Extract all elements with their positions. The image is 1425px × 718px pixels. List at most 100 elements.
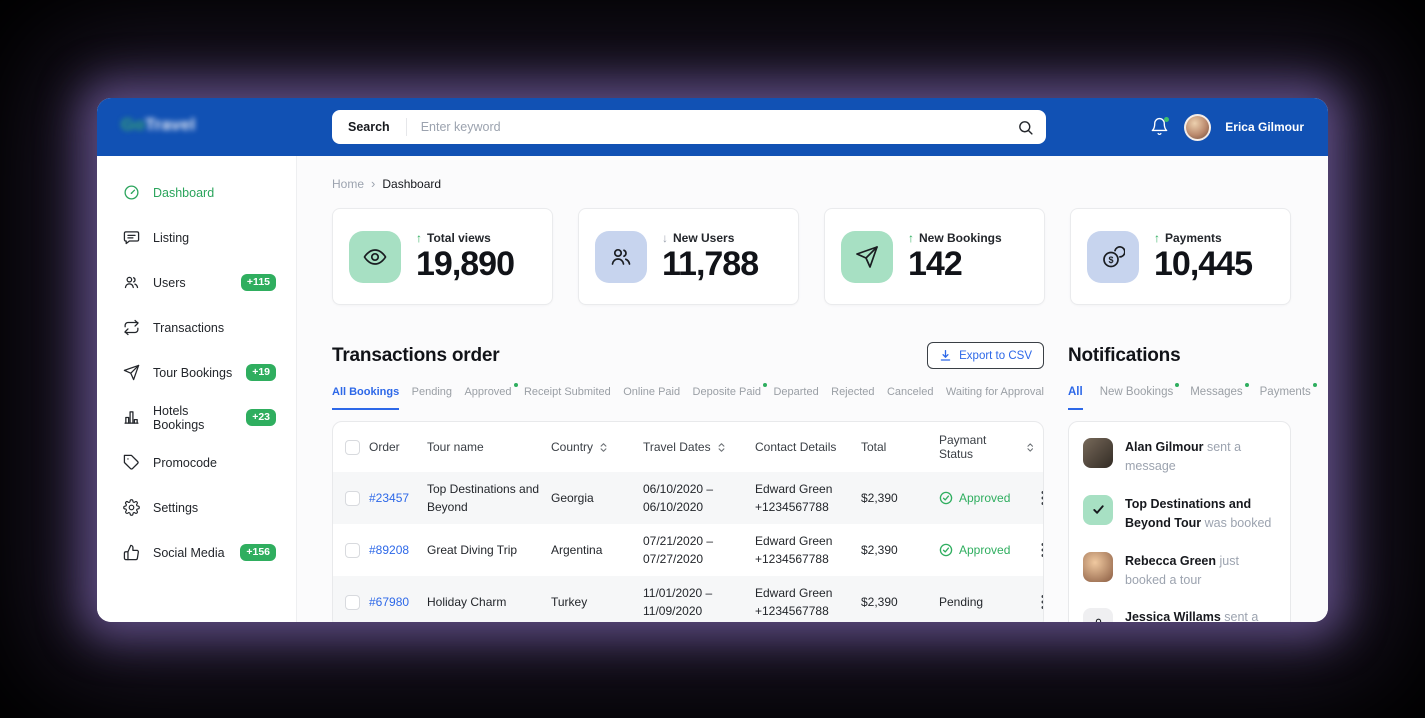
col-contact-details: Contact Details	[755, 440, 837, 454]
sidebar-item-label: Users	[153, 275, 186, 290]
tab-canceled[interactable]: Canceled	[886, 386, 934, 398]
sidebar-item-users[interactable]: Users +115	[97, 260, 296, 305]
eye-icon	[349, 230, 401, 283]
tab-approved[interactable]: Approved	[464, 383, 518, 408]
logo-suffix: Travel	[145, 115, 196, 134]
avatar	[1083, 551, 1113, 582]
avatar	[1083, 438, 1113, 468]
trend-up-arrow: ↑	[416, 230, 422, 245]
table-header-row: Order Tour name Country Travel Dates Con…	[333, 422, 1043, 472]
trend-up-arrow: ↑	[1154, 230, 1160, 245]
user-name: Erica Gilmour	[1225, 120, 1304, 134]
contact-cell: Edward Green +1234567788	[755, 534, 833, 566]
person-icon	[1083, 608, 1113, 622]
check-circle-icon	[939, 491, 953, 505]
tab-green-dot	[1244, 383, 1249, 387]
stats-row: ↑ Total views 19,890 ↓ New Users 11,788	[332, 208, 1291, 305]
tab-green-dot	[513, 383, 518, 387]
tab-all-bookings[interactable]: All Bookings	[332, 386, 400, 410]
notification-item[interactable]: Top Destinations and Beyond Tour was boo…	[1083, 494, 1276, 534]
breadcrumb-home-link[interactable]: Home	[332, 176, 365, 191]
sidebar-item-label: Dashboard	[153, 185, 215, 200]
sidebar-item-label: Transactions	[153, 320, 225, 335]
stat-value: 19,890	[416, 244, 515, 283]
tab-departed[interactable]: Departed	[773, 386, 819, 398]
paper-plane-icon	[841, 230, 893, 283]
breadcrumb-current: Dashboard	[382, 176, 442, 191]
tab-deposite-paid[interactable]: Deposite Paid	[693, 383, 768, 408]
sidebar: Dashboard Listing Users +115 Transaction…	[97, 156, 297, 622]
users-icon	[123, 274, 140, 291]
row-menu-kebab-icon[interactable]	[1035, 541, 1043, 559]
sidebar-item-label: Promocode	[153, 455, 217, 470]
notifications-section: Notifications All New Bookings Messages …	[1068, 342, 1317, 622]
travel-dates-cell: 11/01/2020 –11/09/2020	[643, 586, 713, 618]
col-travel-dates: Travel Dates	[643, 440, 711, 454]
tab-green-dot	[763, 383, 768, 387]
tab-messages[interactable]: Messages	[1190, 383, 1249, 408]
select-all-checkbox[interactable]	[345, 439, 360, 455]
tab-receipt-submited[interactable]: Receipt Submited	[523, 386, 611, 398]
sidebar-item-hotels-bookings[interactable]: Hotels Bookings +23	[97, 395, 296, 440]
country-cell: Turkey	[551, 595, 588, 609]
row-checkbox[interactable]	[345, 490, 360, 506]
stat-label: New Users	[673, 230, 735, 245]
sidebar-item-listing[interactable]: Listing	[97, 215, 296, 260]
search-icon[interactable]	[1017, 119, 1034, 136]
status-pending: Pending	[939, 595, 984, 609]
contact-cell: Edward Green +1234567788	[755, 482, 833, 514]
order-link[interactable]: #67980	[369, 595, 410, 609]
sidebar-item-settings[interactable]: Settings	[97, 485, 296, 530]
users-icon	[595, 230, 647, 283]
sidebar-item-label: Settings	[153, 500, 199, 515]
sidebar-item-label: Hotels Bookings	[153, 403, 205, 432]
travel-dates-cell: 07/21/2020 –07/27/2020	[643, 534, 714, 566]
svg-text:$: $	[1108, 255, 1113, 265]
search-input[interactable]	[420, 120, 1017, 134]
row-checkbox[interactable]	[345, 594, 360, 610]
sidebar-item-social-media[interactable]: Social Media +156	[97, 530, 296, 575]
sort-icon[interactable]	[598, 442, 609, 453]
dollar-coin-icon: $	[1087, 230, 1139, 283]
transactions-tabs: All Bookings Pending Approved Receipt Su…	[332, 383, 1044, 410]
order-link[interactable]: #89208	[369, 543, 410, 557]
transactions-table: Order Tour name Country Travel Dates Con…	[332, 421, 1044, 622]
sort-icon[interactable]	[1025, 442, 1035, 453]
tab-rejected[interactable]: Rejected	[831, 386, 875, 398]
export-csv-button[interactable]: Export to CSV	[927, 342, 1044, 369]
notifications-title: Notifications	[1068, 344, 1181, 366]
row-menu-kebab-icon[interactable]	[1035, 489, 1043, 507]
row-menu-kebab-icon[interactable]	[1035, 593, 1043, 611]
sidebar-item-label: Social Media	[153, 545, 225, 560]
sidebar-item-transactions[interactable]: Transactions	[97, 305, 296, 350]
col-order: Order	[369, 440, 400, 454]
table-row: #23457 Top Destinations and Beyond Georg…	[333, 472, 1043, 524]
stat-value: 142	[908, 244, 963, 283]
tab-pending[interactable]: Pending	[411, 386, 453, 398]
stat-card-total-views: ↑ Total views 19,890	[332, 208, 553, 305]
sort-icon[interactable]	[716, 442, 727, 453]
sidebar-item-tour-bookings[interactable]: Tour Bookings +19	[97, 350, 296, 395]
users-count-badge: +115	[240, 274, 276, 291]
stat-label: New Bookings	[919, 230, 1002, 245]
notifications-bell-icon[interactable]	[1150, 117, 1170, 137]
sidebar-item-promocode[interactable]: Promocode	[97, 440, 296, 485]
stat-card-new-users: ↓ New Users 11,788	[578, 208, 799, 305]
order-link[interactable]: #23457	[369, 491, 410, 505]
tab-online-paid[interactable]: Online Paid	[623, 386, 681, 398]
user-avatar[interactable]	[1184, 113, 1212, 141]
row-checkbox[interactable]	[345, 542, 360, 558]
search-label: Search	[348, 120, 390, 134]
stat-card-new-bookings: ↑ New Bookings 142	[824, 208, 1045, 305]
notification-item[interactable]: Alan Gilmour sent a message	[1083, 438, 1276, 477]
total-cell: $2,390	[861, 543, 898, 557]
app-logo: GoTravel	[121, 115, 195, 135]
tab-waiting-for-approval[interactable]: Waiting for Approval	[945, 386, 1044, 398]
notification-item[interactable]: Rebecca Green just booked a tour	[1083, 551, 1276, 591]
tab-payments[interactable]: Payments	[1260, 383, 1317, 408]
sidebar-item-dashboard[interactable]: Dashboard	[97, 170, 296, 215]
tab-all[interactable]: All	[1068, 386, 1083, 410]
tab-new-bookings[interactable]: New Bookings	[1100, 383, 1180, 408]
notification-item[interactable]: Jessica Willams sent a message	[1083, 608, 1276, 622]
col-country: Country	[551, 440, 594, 454]
